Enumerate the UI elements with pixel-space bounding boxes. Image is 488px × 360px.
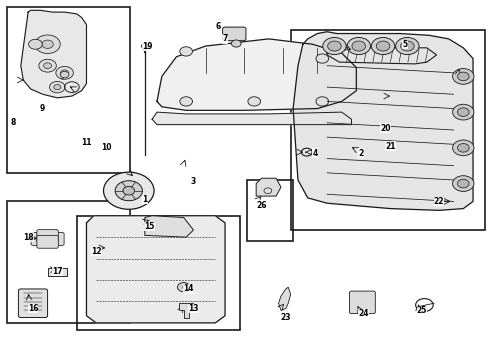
Circle shape: [327, 41, 341, 51]
Text: 17: 17: [52, 267, 62, 276]
Circle shape: [452, 176, 473, 192]
Circle shape: [141, 44, 148, 49]
Circle shape: [56, 66, 73, 79]
Circle shape: [42, 40, 53, 49]
Bar: [77, 216, 239, 330]
FancyBboxPatch shape: [42, 233, 64, 246]
Circle shape: [39, 59, 56, 72]
FancyBboxPatch shape: [19, 289, 47, 318]
FancyBboxPatch shape: [222, 27, 245, 41]
Circle shape: [61, 70, 68, 76]
Polygon shape: [157, 39, 356, 111]
Text: 5: 5: [402, 40, 407, 49]
Text: 11: 11: [81, 138, 92, 147]
Circle shape: [183, 285, 189, 290]
Text: 2: 2: [358, 149, 363, 158]
Polygon shape: [326, 48, 436, 64]
Text: 1: 1: [142, 195, 147, 204]
Circle shape: [375, 41, 389, 51]
Text: 18: 18: [23, 233, 33, 242]
Circle shape: [457, 108, 468, 116]
Circle shape: [315, 97, 328, 106]
Circle shape: [35, 35, 60, 54]
Text: 9: 9: [40, 104, 45, 113]
Text: 20: 20: [380, 124, 390, 133]
Bar: [47, 268, 67, 276]
Circle shape: [400, 41, 413, 51]
Text: 21: 21: [385, 141, 395, 150]
Bar: [246, 180, 292, 241]
Circle shape: [231, 40, 241, 47]
Circle shape: [395, 37, 418, 55]
Text: 13: 13: [188, 304, 198, 313]
Polygon shape: [292, 32, 472, 210]
Bar: [7, 7, 130, 173]
Circle shape: [346, 37, 370, 55]
Circle shape: [264, 188, 271, 194]
Text: 24: 24: [358, 310, 368, 319]
Text: 7: 7: [222, 35, 227, 44]
Text: 15: 15: [144, 222, 155, 231]
Circle shape: [247, 97, 260, 106]
Text: 3: 3: [190, 177, 196, 186]
Circle shape: [180, 47, 192, 56]
Circle shape: [115, 181, 142, 201]
Text: 19: 19: [142, 41, 152, 50]
Circle shape: [315, 54, 328, 63]
Circle shape: [371, 37, 394, 55]
Circle shape: [122, 186, 134, 195]
Circle shape: [452, 140, 473, 156]
Circle shape: [351, 41, 365, 51]
Text: 26: 26: [256, 201, 266, 210]
Circle shape: [180, 97, 192, 106]
Text: 25: 25: [416, 306, 427, 315]
Circle shape: [54, 85, 61, 90]
Text: 12: 12: [91, 247, 101, 256]
Bar: [290, 30, 484, 230]
Circle shape: [177, 283, 190, 292]
Polygon shape: [152, 112, 351, 125]
Polygon shape: [179, 303, 193, 318]
Text: 4: 4: [312, 149, 317, 158]
Circle shape: [103, 172, 154, 209]
FancyBboxPatch shape: [37, 235, 58, 248]
Circle shape: [457, 179, 468, 188]
Circle shape: [322, 37, 346, 55]
Polygon shape: [21, 10, 86, 98]
FancyBboxPatch shape: [37, 230, 58, 243]
Circle shape: [452, 104, 473, 120]
Text: 22: 22: [433, 197, 443, 206]
Circle shape: [43, 63, 51, 69]
Polygon shape: [86, 216, 224, 323]
Circle shape: [457, 144, 468, 152]
FancyBboxPatch shape: [31, 233, 52, 246]
Text: 23: 23: [280, 313, 290, 322]
Circle shape: [49, 81, 65, 93]
Polygon shape: [278, 287, 290, 310]
Circle shape: [60, 71, 69, 78]
Circle shape: [457, 72, 468, 81]
Text: 14: 14: [183, 284, 193, 293]
Polygon shape: [256, 178, 281, 196]
Text: 16: 16: [28, 304, 38, 313]
Circle shape: [452, 68, 473, 84]
Polygon shape: [144, 216, 193, 237]
Text: 6: 6: [215, 22, 220, 31]
Text: 10: 10: [101, 143, 111, 152]
Bar: [7, 202, 130, 323]
Text: 8: 8: [11, 118, 16, 127]
Circle shape: [29, 39, 42, 49]
FancyBboxPatch shape: [349, 291, 374, 314]
